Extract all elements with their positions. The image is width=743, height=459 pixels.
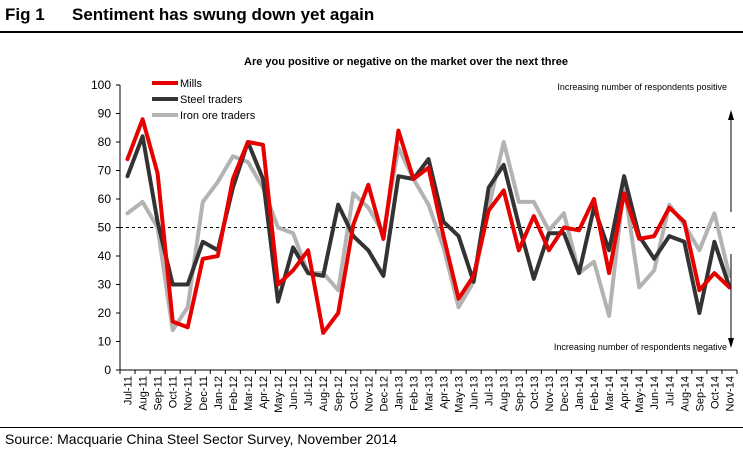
y-tick-label: 100	[91, 78, 111, 92]
header-divider	[0, 31, 743, 33]
x-tick-label: Dec-13	[559, 376, 571, 411]
y-tick-label: 40	[98, 249, 112, 263]
x-tick-label: May-14	[634, 376, 646, 413]
x-tick-label: Nov-13	[544, 376, 556, 411]
figure-title: Sentiment has swung down yet again	[72, 5, 375, 24]
legend-label: Steel traders	[180, 94, 243, 106]
x-tick-label: Jan-13	[393, 376, 405, 410]
x-tick-label: Jul-14	[664, 376, 676, 406]
x-tick-label: Apr-14	[619, 376, 631, 409]
x-tick-label: Aug-14	[679, 376, 691, 411]
x-tick-label: Sep-11	[153, 376, 165, 411]
y-tick-label: 50	[98, 221, 112, 235]
sentiment-line-chart: Are you positive or negative on the mark…	[91, 56, 738, 413]
source-note: Source: Macquarie China Steel Sector Sur…	[5, 431, 397, 447]
y-tick-label: 0	[104, 363, 111, 377]
x-tick-label: Oct-14	[709, 376, 721, 409]
x-tick-label: Oct-11	[168, 376, 180, 408]
x-tick-label: Jan-12	[213, 376, 225, 410]
legend-label: Iron ore traders	[180, 110, 256, 122]
arrow-down-icon	[728, 338, 734, 348]
x-tick-label: Jun-13	[469, 376, 481, 410]
legend-label: Mills	[180, 78, 202, 90]
x-tick-label: Feb-12	[228, 376, 240, 411]
footer-divider	[0, 427, 743, 428]
x-tick-label: Dec-11	[198, 376, 210, 411]
plot-area: 0 10 20 30 40 50 60 70 80 90 100 Jul-11 Aug-11 Sep-11…	[91, 78, 738, 413]
figure-header: Fig 1 Sentiment has swung down yet again	[0, 0, 743, 32]
x-tick-label: Jun-14	[649, 376, 661, 410]
x-tick-label: Aug-12	[318, 376, 330, 411]
y-tick-label: 70	[98, 164, 112, 178]
y-tick-label: 10	[98, 335, 112, 349]
x-tick-label: Feb-14	[589, 376, 601, 411]
series-line-mills	[125, 117, 732, 335]
x-tick-label: Mar-13	[424, 376, 436, 411]
x-tick-label: Jun-12	[288, 376, 300, 410]
x-tick-label: Sep-13	[514, 376, 526, 411]
x-tick-label: May-13	[454, 376, 466, 413]
x-tick-label: Mar-14	[604, 376, 616, 411]
arrow-up-icon	[728, 110, 734, 120]
y-tick-label: 90	[98, 107, 112, 121]
y-tick-label: 20	[98, 306, 112, 320]
series-line-iron-ore-traders	[125, 140, 732, 333]
x-tick-label: Nov-12	[363, 376, 375, 411]
y-tick-label: 60	[98, 192, 112, 206]
x-tick-label: Nov-11	[183, 376, 195, 411]
x-tick-label: Oct-13	[529, 376, 541, 409]
y-tick-label: 80	[98, 135, 112, 149]
chart-title: Are you positive or negative on the mark…	[244, 56, 568, 68]
y-tick-label: 30	[98, 278, 112, 292]
x-tick-label: Aug-13	[499, 376, 511, 411]
x-tick-label: Dec-12	[378, 376, 390, 411]
annotation-positive: Increasing number of respondents positiv…	[557, 82, 727, 92]
x-tick-label: Jul-13	[484, 376, 496, 406]
x-tick-label: Nov-14	[724, 376, 736, 411]
x-tick-label: Mar-12	[243, 376, 255, 411]
annotation-negative: Increasing number of respondents negativ…	[554, 342, 727, 352]
x-tick-label: Apr-12	[258, 376, 270, 409]
x-tick-label: Sep-12	[333, 376, 345, 411]
x-tick-label: May-12	[273, 376, 285, 413]
x-tick-label: Feb-13	[408, 376, 420, 411]
x-tick-label: Jul-11	[123, 376, 135, 405]
x-tick-label: Jan-14	[574, 376, 586, 410]
x-tick-label: Sep-14	[694, 376, 706, 411]
x-tick-label: Oct-12	[348, 376, 360, 409]
x-tick-label: Jul-12	[303, 376, 315, 406]
x-tick-label: Apr-13	[439, 376, 451, 409]
figure-label: Fig 1	[5, 5, 45, 24]
x-tick-label: Aug-11	[138, 376, 150, 411]
